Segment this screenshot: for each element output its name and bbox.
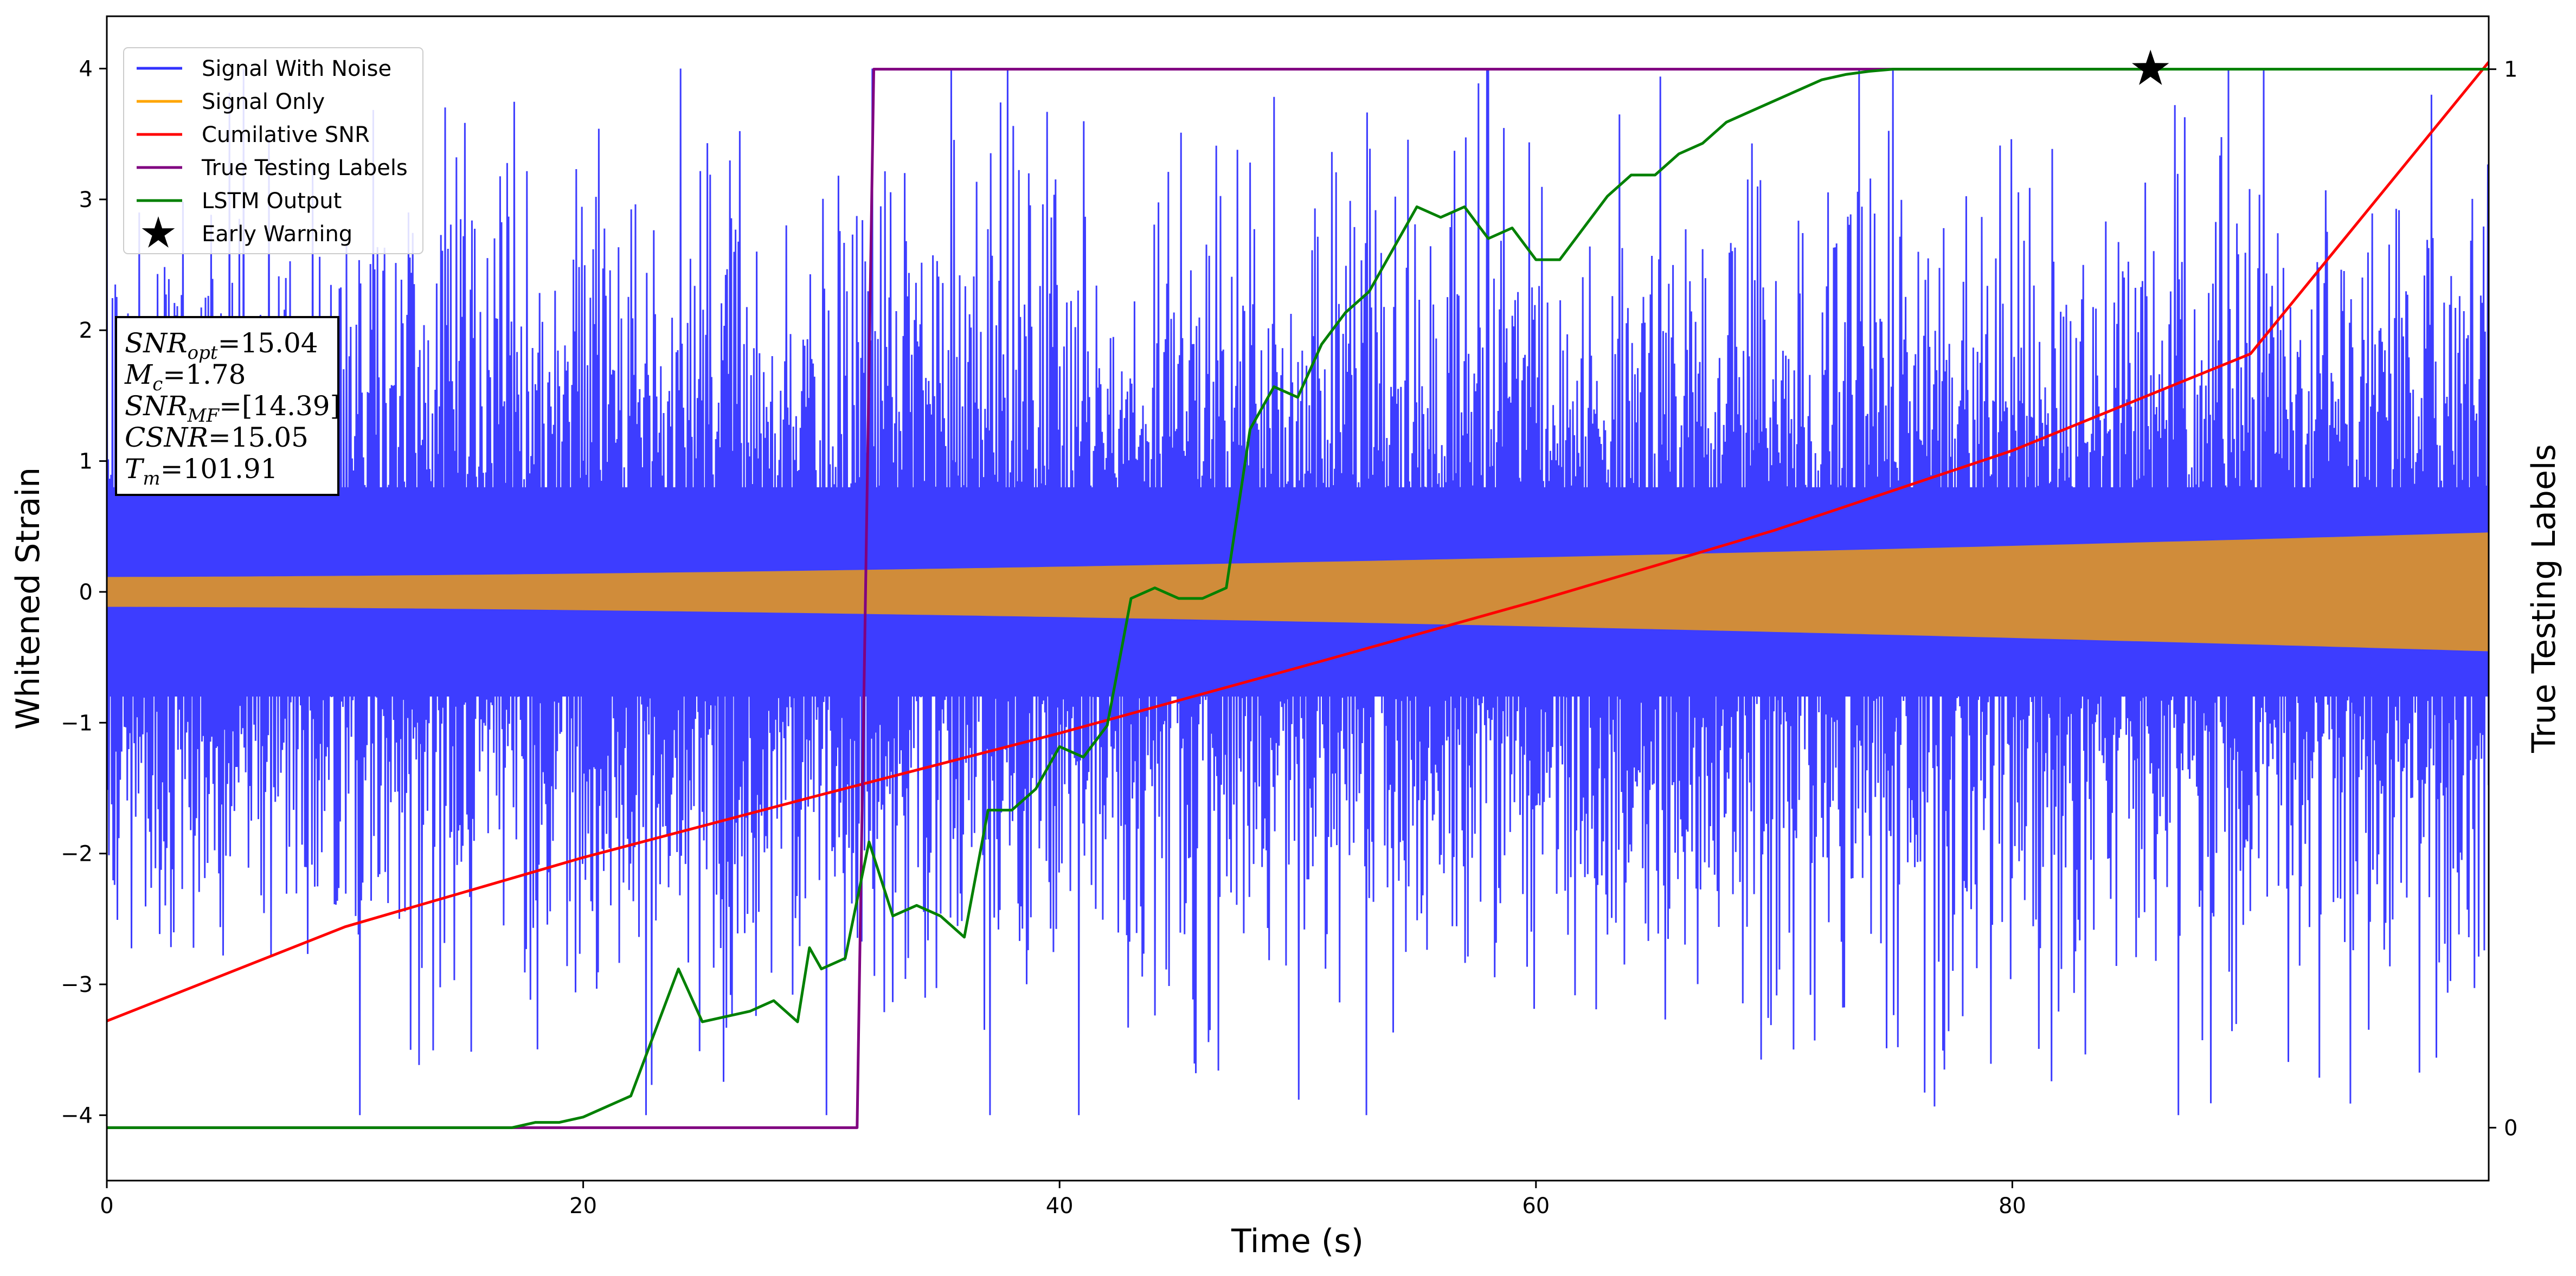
x-axis-ticks: 0 20 40 60 80 [100,1181,2026,1219]
annotation-line: SNRopt=15.04 [125,327,318,364]
signal-only-envelope [107,532,2489,652]
legend-entry-label: Signal With Noise [202,56,391,81]
legend-entry-label: LSTM Output [202,189,342,214]
legend-entry-label: True Testing Labels [201,156,408,181]
y-tick-label: 2 [79,318,93,343]
legend-frame [123,47,423,254]
legend-entry-label: Signal Only [202,89,325,114]
y-right-tick-label: 0 [2504,1116,2517,1140]
y-right-axis-label: True Testing Labels [2525,444,2563,753]
x-tick-label: 40 [1046,1194,1074,1219]
plot-frame [106,15,2490,1182]
annotation-frame [115,316,339,496]
legend: Signal With Noise Signal Only Cumilative S… [123,47,423,254]
y-tick-label: 0 [79,580,93,605]
lstm-output-line [107,68,2489,1129]
x-tick-label: 60 [1522,1194,1550,1219]
early-warning-marker [2132,49,2169,85]
y-tick-label: −4 [61,1103,93,1128]
cumilative-snr-line [107,61,2489,1022]
y-tick-label: −3 [61,972,93,997]
y-tick-label: 4 [79,57,93,82]
x-tick-label: 80 [1999,1194,2026,1219]
legend-entry-label: Early Warning [202,222,352,247]
x-axis-label: Time (s) [1231,1222,1364,1260]
x-tick-label: 20 [569,1194,597,1219]
y-axis-ticks: −4 −3 −2 −1 0 1 2 3 4 [61,57,107,1128]
y-tick-label: −2 [61,842,93,867]
y-tick-label: 3 [79,188,93,212]
annotation-line: Mc=1.78 [124,359,246,395]
line-series-group [107,61,2489,1129]
y-tick-label: 1 [79,449,93,474]
parameter-annotation-box: SNRopt=15.04Mc=1.78SNRMF=[14.39]CSNR=15.… [115,316,341,496]
annotation-line: Tm=101.91 [125,453,278,489]
legend-star-icon [142,216,175,248]
y-axis-label: Whitened Strain [9,467,47,730]
legend-entry-label: Cumilative SNR [202,123,370,147]
annotation-line: CSNR=15.05 [125,422,309,453]
y-tick-label: −1 [61,711,93,736]
y-right-axis-ticks: 01 [2489,57,2517,1140]
signal-only-series [107,532,2489,652]
y-right-tick-label: 1 [2504,57,2517,82]
marker-group [2132,49,2169,85]
annotation-line: SNRMF=[14.39] [125,390,341,427]
x-tick-label: 0 [100,1194,113,1219]
